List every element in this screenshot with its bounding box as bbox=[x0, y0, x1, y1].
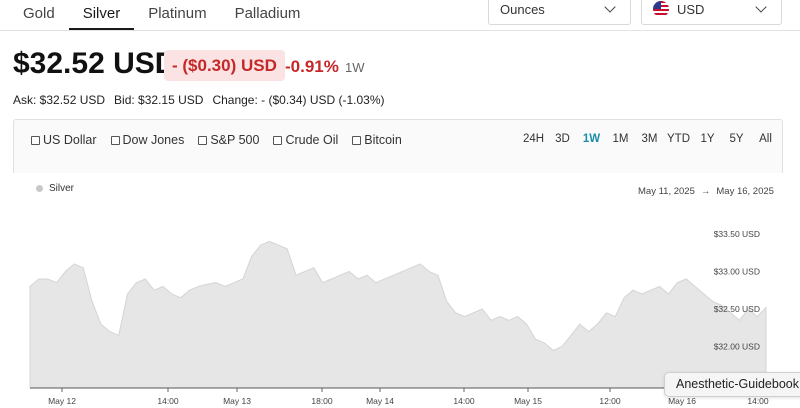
unit-select-value: Ounces bbox=[500, 1, 545, 17]
compare-dow-jones[interactable]: Dow Jones bbox=[110, 133, 184, 147]
tab-palladium[interactable]: Palladium bbox=[234, 5, 301, 22]
x-tick-label: 12:00 bbox=[599, 396, 621, 406]
us-flag-icon bbox=[653, 1, 669, 17]
x-tick-label: 14:00 bbox=[157, 396, 179, 406]
unit-select[interactable]: Ounces bbox=[488, 0, 631, 25]
date-range-end: May 16, 2025 bbox=[716, 186, 774, 197]
checkbox-icon bbox=[110, 135, 120, 145]
silver-price-area bbox=[29, 240, 767, 389]
arrow-right-icon: → bbox=[700, 186, 711, 197]
compare-bitcoin[interactable]: Bitcoin bbox=[352, 133, 402, 147]
chart-legend: Silver bbox=[36, 183, 74, 194]
checkbox-icon bbox=[273, 135, 283, 145]
price-change-badge: - ($0.30) USD bbox=[164, 50, 285, 81]
range-3d[interactable]: 3D bbox=[555, 133, 570, 145]
checkbox-icon bbox=[198, 135, 208, 145]
compare-us-dollar[interactable]: US Dollar bbox=[31, 133, 97, 147]
metal-tabs: Gold Silver Platinum Palladium bbox=[9, 0, 314, 30]
y-tick-label: $33.50 USD bbox=[714, 229, 760, 239]
range-5y[interactable]: 5Y bbox=[729, 133, 744, 145]
currency-select-value: USD bbox=[677, 1, 705, 17]
bid-price: Bid: $32.15 USD bbox=[114, 93, 204, 107]
checkbox-icon bbox=[31, 135, 40, 145]
x-tick-label: 14:00 bbox=[453, 396, 475, 406]
y-tick-label: $33.00 USD bbox=[714, 266, 760, 276]
y-tick-label: $32.00 USD bbox=[714, 342, 760, 352]
tab-platinum[interactable]: Platinum bbox=[148, 5, 207, 22]
compare-sp-500[interactable]: S&P 500 bbox=[198, 133, 259, 147]
ask-price: Ask: $32.52 USD bbox=[13, 93, 106, 107]
legend-label-silver: Silver bbox=[49, 183, 75, 194]
range-ytd[interactable]: YTD bbox=[667, 133, 690, 145]
range-1m[interactable]: 1M bbox=[612, 133, 629, 145]
range-3m[interactable]: 3M bbox=[641, 133, 658, 145]
price-stats: Ask: $32.52 USD Bid: $32.15 USD Change: … bbox=[13, 93, 385, 107]
x-tick-label: 18:00 bbox=[311, 396, 333, 406]
change-summary: Change: - ($0.34) USD (-1.03%) bbox=[212, 93, 385, 107]
compare-options: US Dollar Dow Jones S&P 500 Crude Oil Bi… bbox=[31, 133, 402, 147]
currency-select[interactable]: USD bbox=[641, 0, 782, 25]
x-tick-label: May 16 bbox=[668, 396, 696, 406]
range-1y[interactable]: 1Y bbox=[700, 133, 715, 145]
chart-date-range: May 11, 2025 → May 16, 2025 bbox=[638, 186, 774, 197]
range-1w[interactable]: 1W bbox=[582, 133, 601, 145]
tab-gold[interactable]: Gold bbox=[23, 5, 55, 22]
period-label: 1W bbox=[345, 60, 365, 75]
time-range-selector: 24H 3D 1W 1M 3M YTD 1Y 5Y All bbox=[519, 133, 780, 145]
x-tick-label: May 13 bbox=[223, 396, 251, 406]
range-24h[interactable]: 24H bbox=[522, 133, 545, 145]
compare-crude-oil[interactable]: Crude Oil bbox=[273, 133, 338, 147]
x-tick-label: May 15 bbox=[514, 396, 542, 406]
current-price: $32.52 USD bbox=[13, 47, 177, 80]
range-all[interactable]: All bbox=[759, 133, 772, 145]
x-tick-label: 14:00 bbox=[747, 396, 769, 406]
price-change-percent: -0.91% bbox=[285, 57, 339, 76]
hover-tooltip: Anesthetic-Guidebook bbox=[664, 372, 800, 397]
date-range-start: May 11, 2025 bbox=[638, 186, 695, 197]
tab-silver[interactable]: Silver bbox=[68, 0, 135, 30]
x-tick-label: May 12 bbox=[48, 396, 76, 406]
x-tick-label: May 14 bbox=[366, 396, 394, 406]
legend-swatch-silver bbox=[36, 185, 43, 192]
y-tick-label: $32.50 USD bbox=[714, 304, 760, 314]
checkbox-icon bbox=[352, 135, 362, 145]
tabs-divider bbox=[0, 30, 800, 31]
